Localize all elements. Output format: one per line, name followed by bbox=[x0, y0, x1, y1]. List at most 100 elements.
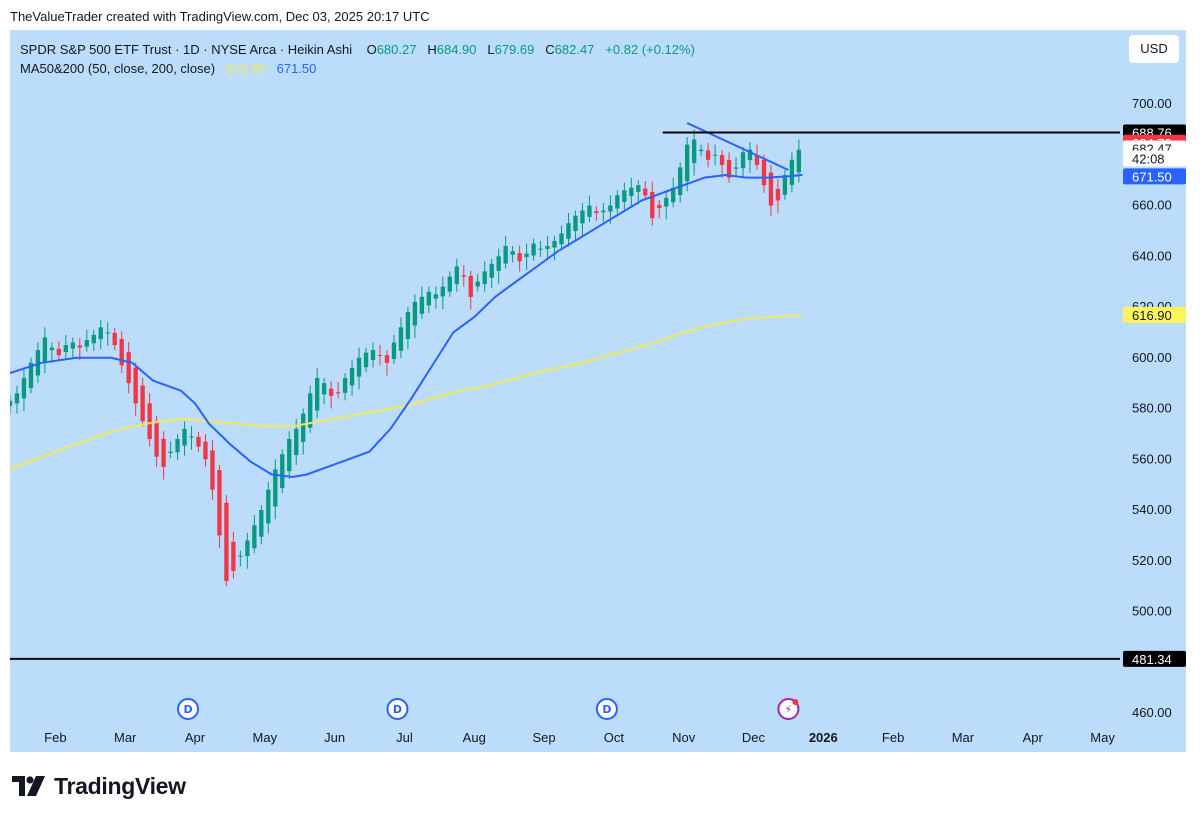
candle-body bbox=[384, 355, 390, 363]
candle-body bbox=[726, 159, 732, 178]
candle-body bbox=[231, 541, 236, 571]
candle-body bbox=[538, 248, 543, 250]
candle-body bbox=[657, 205, 662, 209]
candle-body bbox=[615, 195, 620, 209]
ma50-legend-value: 671.50 bbox=[276, 61, 317, 76]
candle-body bbox=[496, 256, 501, 271]
ma200-line bbox=[10, 313, 803, 471]
brand-name: TradingView bbox=[54, 772, 186, 799]
candle-body bbox=[768, 172, 774, 206]
chart-panel[interactable]: 460.00 500.00 520.00 540.00 560.00 580.00 600.… bbox=[10, 30, 1186, 752]
candle-body bbox=[580, 210, 585, 224]
candle-body bbox=[664, 197, 669, 207]
candle-body bbox=[636, 185, 641, 192]
candle-body bbox=[112, 332, 117, 346]
candle-body bbox=[140, 385, 145, 422]
candle-body bbox=[287, 438, 292, 472]
candle-body bbox=[733, 167, 739, 169]
candle-body bbox=[489, 263, 494, 278]
candle-body bbox=[196, 436, 201, 447]
candle-body bbox=[587, 205, 592, 217]
candle-body bbox=[559, 233, 564, 245]
candle-body bbox=[266, 489, 271, 524]
chart-credit: TheValueTrader created with TradingView.… bbox=[10, 9, 430, 24]
candle-body bbox=[545, 246, 550, 250]
candle-body bbox=[280, 454, 285, 488]
candle-body bbox=[126, 352, 131, 384]
y-tick-label: 640.00 bbox=[1132, 248, 1172, 263]
y-tick-label: 660.00 bbox=[1132, 198, 1172, 213]
price-label: 42:08 bbox=[1132, 152, 1165, 167]
candle-body bbox=[273, 469, 278, 507]
candle-body bbox=[782, 175, 788, 195]
price-label: 671.50 bbox=[1132, 169, 1172, 184]
candle-body bbox=[671, 187, 676, 203]
candle-body bbox=[217, 470, 222, 536]
candle-body bbox=[328, 388, 334, 396]
candle-body bbox=[182, 428, 187, 446]
x-tick-label: Dec bbox=[742, 730, 766, 745]
x-tick-label: Aug bbox=[463, 730, 486, 745]
candle-body bbox=[601, 210, 606, 213]
x-tick-label: Apr bbox=[1023, 730, 1044, 745]
earnings-marker-label: ⚡ bbox=[785, 703, 793, 716]
candle-body bbox=[161, 438, 166, 467]
candle-body bbox=[335, 392, 341, 394]
low-value: 679.69 bbox=[494, 42, 535, 57]
candle-body bbox=[91, 334, 96, 344]
candle-body bbox=[629, 187, 634, 197]
candle-body bbox=[447, 276, 452, 292]
candle-body bbox=[740, 152, 746, 169]
candle-body bbox=[252, 525, 257, 549]
currency-button[interactable]: USD bbox=[1129, 35, 1179, 63]
candle-body bbox=[426, 291, 432, 306]
candle-body bbox=[503, 246, 508, 264]
price-label-bg bbox=[1123, 306, 1186, 323]
low-label: L bbox=[487, 42, 495, 57]
candle-body bbox=[224, 502, 229, 582]
candle-body bbox=[21, 378, 27, 399]
candle-body bbox=[259, 510, 264, 537]
candle-body bbox=[510, 251, 515, 255]
candle-body bbox=[398, 327, 404, 351]
y-tick-label: 560.00 bbox=[1132, 451, 1172, 466]
x-tick-label: 2026 bbox=[809, 730, 838, 745]
candle-body bbox=[678, 167, 683, 195]
x-tick-label: Mar bbox=[952, 730, 975, 745]
candle-body bbox=[691, 139, 697, 163]
candle-body bbox=[14, 393, 20, 404]
price-chart[interactable]: 460.00 500.00 520.00 540.00 560.00 580.00 600.… bbox=[10, 30, 1186, 752]
candle-body bbox=[356, 357, 362, 377]
candle-body bbox=[573, 215, 578, 232]
candle-body bbox=[119, 338, 124, 366]
x-tick-label: Jul bbox=[396, 730, 413, 745]
high-label: H bbox=[427, 42, 437, 57]
tradingview-logo: TradingView bbox=[12, 772, 186, 800]
candle-body bbox=[419, 296, 425, 314]
candle-body bbox=[370, 350, 376, 360]
candle-body bbox=[342, 378, 348, 393]
y-tick-label: 580.00 bbox=[1132, 401, 1172, 416]
x-tick-label: Mar bbox=[114, 730, 137, 745]
candle-body bbox=[524, 253, 529, 258]
candle-body bbox=[35, 350, 41, 376]
candle-body bbox=[461, 275, 466, 277]
candle-body bbox=[719, 154, 725, 165]
candle-body bbox=[552, 241, 557, 248]
candle-body bbox=[650, 191, 655, 219]
candle-body bbox=[77, 345, 82, 348]
x-tick-label: May bbox=[1090, 730, 1115, 745]
trendline bbox=[686, 122, 789, 171]
candle-body bbox=[49, 347, 55, 351]
symbol-description: SPDR S&P 500 ETF Trust · 1D · NYSE Arca … bbox=[20, 42, 353, 57]
candle-body bbox=[210, 450, 215, 490]
candle-body bbox=[84, 339, 89, 347]
y-tick-label: 700.00 bbox=[1132, 96, 1172, 111]
y-tick-label: 520.00 bbox=[1132, 553, 1172, 568]
price-label: 481.34 bbox=[1132, 652, 1172, 667]
candle-body bbox=[168, 451, 173, 453]
candle-body bbox=[391, 342, 397, 359]
candle-body bbox=[175, 438, 180, 453]
candle-body bbox=[133, 367, 138, 404]
candle-body bbox=[468, 275, 473, 297]
